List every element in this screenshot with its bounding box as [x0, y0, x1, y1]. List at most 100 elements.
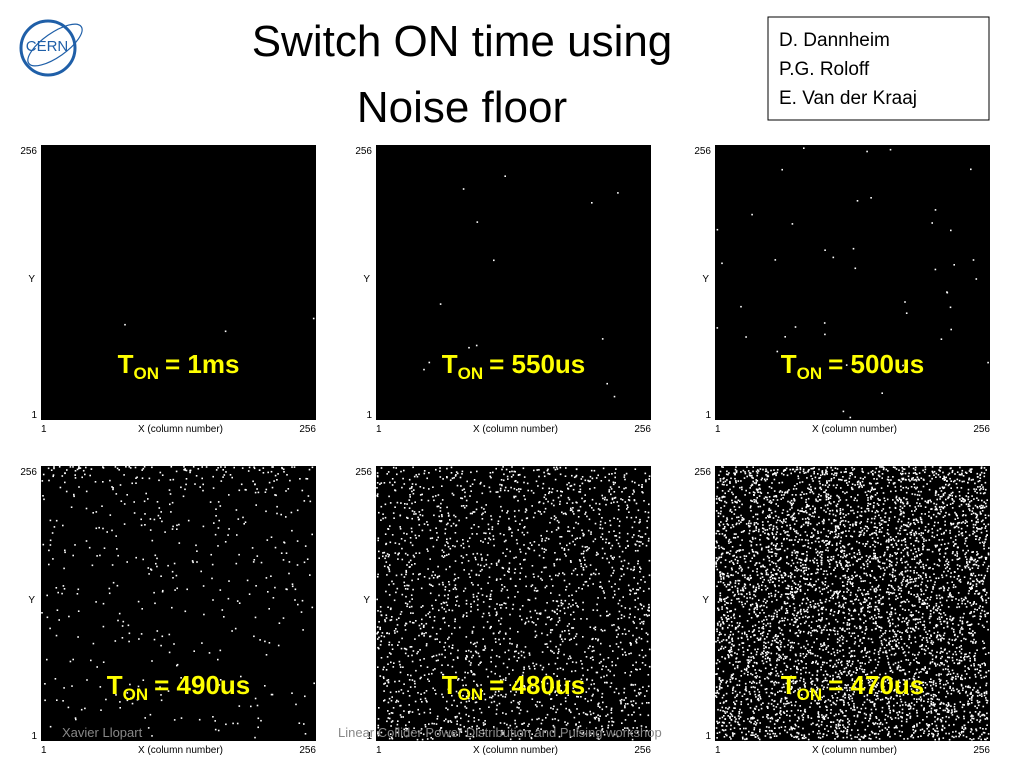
noise-dot: [842, 605, 844, 607]
noise-dot: [596, 603, 598, 606]
ton-subscript: ON: [458, 685, 484, 704]
noise-dot: [798, 690, 800, 692]
noise-dot: [546, 713, 549, 716]
noise-dot: [644, 533, 647, 535]
noise-dot: [613, 517, 615, 519]
noise-dot: [871, 470, 874, 472]
noise-dot: [938, 738, 940, 741]
noise-dot: [559, 636, 562, 638]
noise-dot: [388, 594, 391, 596]
noise-dot: [781, 581, 784, 584]
noise-dot: [449, 519, 451, 521]
noise-dot: [780, 726, 783, 728]
noise-dot: [248, 593, 251, 595]
noise-dot: [496, 704, 498, 707]
noise-dot: [935, 491, 938, 493]
noise-dot: [946, 705, 949, 707]
noise-dot: [573, 716, 576, 719]
noise-dot: [517, 591, 519, 593]
noise-dot: [879, 466, 881, 468]
noise-dot: [576, 695, 578, 698]
noise-dot: [476, 604, 479, 606]
noise-dot: [437, 505, 440, 508]
noise-dot: [415, 669, 417, 672]
noise-dot: [803, 678, 805, 681]
noise-dot: [56, 609, 59, 611]
noise-dot: [423, 635, 425, 637]
noise-dot: [90, 659, 92, 662]
noise-dot: [219, 649, 222, 652]
noise-dot: [970, 640, 972, 643]
noise-dot: [632, 700, 635, 702]
noise-dot: [771, 555, 773, 557]
noise-dot: [545, 549, 547, 551]
noise-dot: [403, 683, 405, 685]
noise-dot: [951, 619, 954, 621]
noise-dot: [778, 482, 781, 484]
noise-dot: [547, 692, 550, 694]
noise-dot: [558, 692, 561, 694]
noise-dot: [803, 147, 805, 149]
noise-dot: [505, 713, 507, 715]
noise-dot: [511, 531, 513, 534]
noise-dot: [969, 612, 971, 615]
noise-dot: [742, 646, 744, 649]
noise-dot: [446, 554, 448, 556]
noise-dot: [621, 499, 624, 501]
noise-dot: [471, 697, 473, 699]
noise-dot: [111, 564, 114, 566]
noise-dot: [834, 602, 837, 605]
noise-dot: [842, 585, 844, 587]
noise-dot: [412, 588, 414, 591]
noise-dot: [748, 472, 751, 474]
noise-dot: [142, 467, 145, 470]
noise-dot: [891, 671, 894, 674]
noise-dot: [950, 480, 952, 482]
noise-dot: [972, 563, 975, 566]
noise-dot: [639, 587, 641, 589]
noise-dot: [747, 577, 749, 579]
noise-dot: [605, 538, 608, 541]
noise-dot: [523, 685, 525, 687]
noise-dot: [151, 735, 153, 737]
noise-dot: [587, 548, 589, 551]
noise-dot: [576, 708, 578, 710]
noise-dot: [581, 733, 584, 735]
noise-dot: [875, 605, 878, 608]
noise-dot: [618, 536, 621, 539]
noise-dot: [798, 538, 801, 541]
noise-dot: [730, 610, 732, 612]
noise-dot: [857, 635, 859, 637]
noise-dot: [632, 704, 634, 707]
noise-dot: [578, 491, 580, 493]
noise-dot: [858, 485, 861, 488]
noise-dot: [633, 566, 636, 568]
noise-dot: [185, 469, 188, 472]
noise-dot: [477, 608, 479, 611]
noise-dot: [423, 472, 426, 475]
noise-dot: [510, 690, 512, 693]
noise-dot: [889, 625, 891, 628]
noise-dot: [474, 642, 476, 645]
noise-dot: [553, 564, 556, 567]
noise-dot: [508, 526, 510, 529]
noise-dot: [905, 617, 908, 619]
noise-dot: [123, 503, 126, 505]
noise-dot: [777, 548, 780, 551]
noise-dot: [975, 278, 978, 280]
noise-dot: [858, 486, 860, 489]
noise-dot: [784, 521, 787, 523]
noise-dot: [975, 521, 978, 524]
noise-dot: [499, 489, 502, 492]
noise-dot: [895, 553, 897, 556]
noise-dot: [296, 509, 299, 512]
noise-dot: [386, 473, 388, 475]
noise-dot: [648, 478, 650, 480]
noise-dot: [968, 587, 971, 589]
noise-dot: [398, 617, 400, 619]
noise-dot: [398, 552, 400, 554]
noise-dot: [423, 711, 426, 714]
noise-dot: [564, 553, 566, 555]
noise-dot: [753, 728, 755, 731]
noise-dot: [390, 653, 392, 655]
